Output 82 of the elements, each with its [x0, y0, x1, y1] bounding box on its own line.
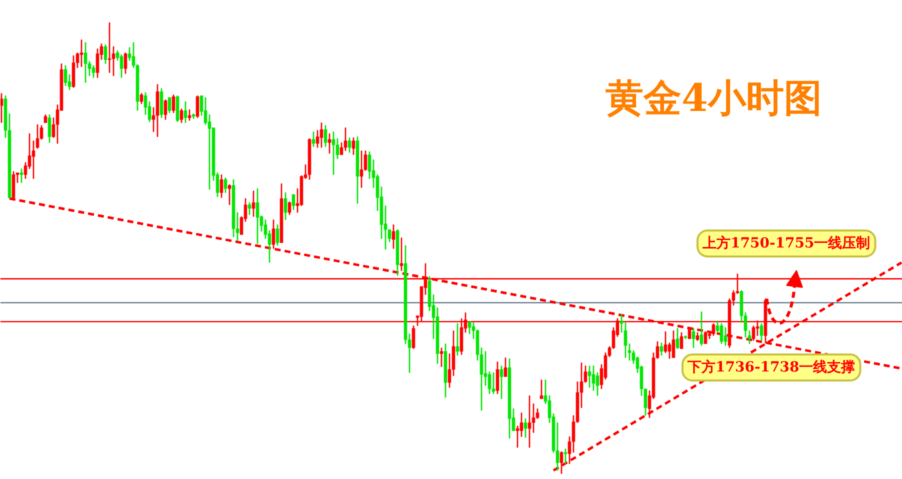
candlestick: [312, 132, 316, 147]
candlestick: [328, 133, 332, 154]
candlestick: [284, 192, 288, 220]
candlestick: [0, 93, 4, 123]
candlestick: [84, 42, 88, 83]
candlestick: [104, 44, 108, 64]
candlestick: [172, 94, 176, 114]
candlestick: [108, 22, 112, 73]
candlestick: [308, 138, 312, 180]
text: 黄金4小时图: [606, 75, 822, 120]
candlestick: [160, 88, 164, 118]
candlestick: [508, 358, 512, 439]
candlestick: [680, 332, 684, 349]
candlestick: [440, 348, 444, 367]
candlestick: [760, 323, 764, 341]
candlestick: [272, 220, 276, 249]
candlestick: [412, 325, 416, 349]
candlestick: [232, 179, 236, 238]
candlestick: [540, 380, 544, 399]
candlestick: [168, 97, 172, 114]
candlestick: [564, 448, 568, 464]
candlestick: [492, 372, 496, 394]
candlestick: [248, 202, 252, 215]
candlestick: [696, 332, 700, 341]
candlestick: [504, 358, 508, 377]
candlestick: [360, 150, 364, 188]
candlestick: [720, 323, 724, 344]
annotation: 下方1736-1738一线支撑: [686, 358, 856, 376]
candlestick: [588, 366, 592, 388]
candlestick: [348, 137, 352, 153]
candlestick: [400, 238, 404, 271]
candlestick: [496, 362, 500, 394]
candlestick: [64, 65, 68, 86]
candlestick: [676, 328, 680, 349]
candlestick: [120, 54, 124, 78]
candlestick: [224, 178, 228, 193]
candlestick: [288, 201, 292, 215]
candlestick: [180, 108, 184, 123]
candlestick: [188, 109, 192, 121]
candlestick: [396, 229, 400, 276]
candlestick: [72, 55, 76, 88]
candlestick: [324, 125, 328, 147]
candlestick: [192, 114, 196, 119]
candlestick: [672, 330, 676, 358]
candlestick: [140, 93, 144, 104]
candlestick: [196, 95, 200, 118]
candlestick: [352, 137, 356, 155]
candlestick: [456, 323, 460, 356]
candlestick: [320, 122, 324, 148]
candlestick: [524, 418, 528, 438]
candlestick: [500, 366, 504, 399]
candlestick: [48, 114, 52, 143]
candlestick: [156, 84, 160, 137]
candlestick: [184, 101, 188, 123]
candlestick: [700, 312, 704, 346]
candlestick: [660, 342, 664, 356]
candlestick: [124, 52, 128, 74]
candlestick: [528, 395, 532, 448]
candlestick: [228, 184, 232, 206]
candlestick: [692, 328, 696, 348]
candlestick: [724, 327, 728, 346]
candlestick: [20, 168, 24, 183]
candlestick: [292, 194, 296, 210]
candlestick: [684, 335, 688, 339]
candlestick: [220, 174, 224, 198]
candlestick: [92, 65, 96, 78]
candlestick: [332, 132, 336, 175]
candlestick: [80, 40, 84, 67]
candlestick: [392, 224, 396, 249]
candlestick: [164, 100, 168, 120]
candlestick: [444, 344, 448, 398]
candlestick: [256, 188, 260, 244]
candlestick: [344, 127, 348, 151]
candlestick: [688, 328, 692, 339]
candlestick: [280, 183, 284, 243]
candlestick: [704, 331, 708, 344]
candlestick: [252, 190, 256, 217]
candlestick: [176, 95, 180, 122]
candlestick: [44, 114, 48, 123]
annotation: 上方1750-1755一线压制: [702, 234, 870, 252]
candlestick: [276, 224, 280, 246]
candlestick: [356, 136, 360, 204]
